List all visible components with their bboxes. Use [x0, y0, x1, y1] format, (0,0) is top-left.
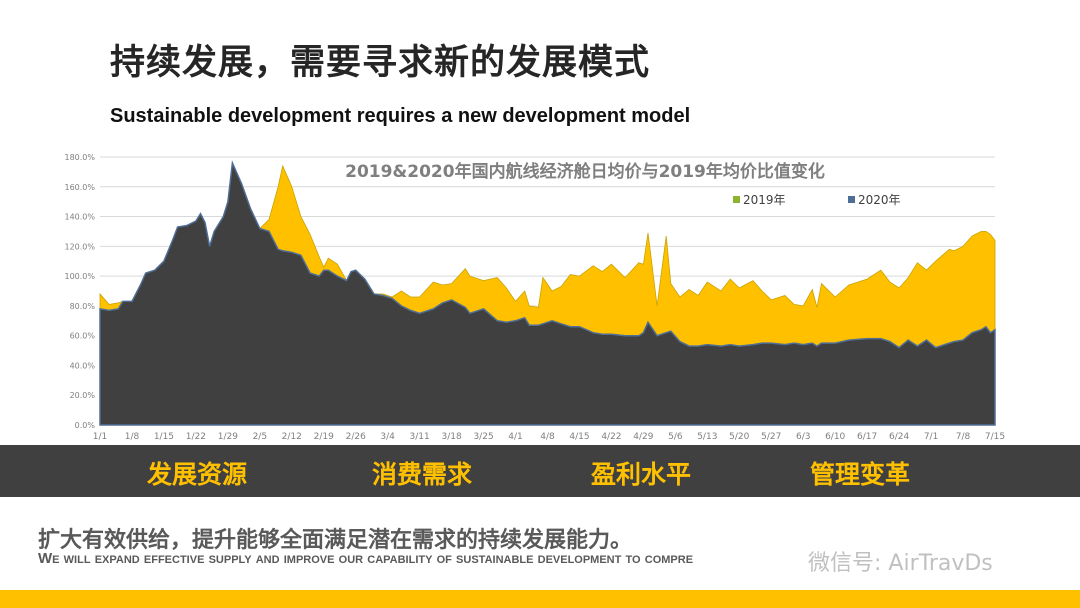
- y-tick-label: 40.0%: [70, 361, 96, 370]
- legend-label-2020: 2020年: [858, 193, 901, 207]
- x-tick-label: 6/24: [889, 432, 909, 442]
- slide-title: 持续发展，需要寻求新的发展模式: [110, 43, 651, 83]
- y-tick-label: 160.0%: [64, 183, 95, 192]
- bottom-accent-bar: [0, 590, 1080, 608]
- area-chart: 0.0% 20.0% 40.0% 60.0% 80.0% 100.0% 120.0% 140.…: [64, 153, 1005, 442]
- chart-title: 2019&2020年国内航线经济舱日均价与2019年均价比值变化: [345, 161, 825, 182]
- x-tick-label: 1/22: [186, 432, 206, 442]
- x-tick-label: 7/15: [985, 432, 1005, 442]
- x-tick-label: 5/13: [697, 432, 717, 442]
- x-tick-label: 4/1: [508, 432, 522, 442]
- y-tick-label: 120.0%: [64, 242, 95, 251]
- watermark: 微信号: AirTravDs: [808, 551, 993, 576]
- x-tick-label: 6/17: [857, 432, 877, 442]
- x-tick-label: 4/22: [601, 432, 621, 442]
- y-tick-label: 20.0%: [70, 391, 96, 400]
- y-tick-label: 60.0%: [70, 332, 96, 341]
- slide-subtitle: Sustainable development requires a new d…: [110, 105, 691, 127]
- x-tick-label: 2/19: [314, 432, 334, 442]
- x-tick-label: 1/29: [218, 432, 238, 442]
- x-tick-label: 3/11: [410, 432, 430, 442]
- y-tick-label: 180.0%: [64, 153, 95, 162]
- x-tick-label: 2/5: [253, 432, 267, 442]
- x-tick-label: 3/4: [380, 432, 395, 442]
- y-tick-label: 80.0%: [70, 302, 96, 311]
- x-tick-label: 6/10: [825, 432, 845, 442]
- x-tick-label: 4/29: [633, 432, 653, 442]
- x-tick-label: 4/15: [569, 432, 589, 442]
- x-tick-label: 1/1: [93, 432, 107, 442]
- x-tick-label: 1/15: [154, 432, 174, 442]
- footer-chinese: 扩大有效供给，提升能够全面满足潜在需求的持续发展能力。: [38, 528, 633, 553]
- pillar-demand: 消费需求: [372, 460, 473, 489]
- legend-label-2019: 2019年: [743, 193, 786, 207]
- x-tick-label: 7/8: [956, 432, 971, 442]
- x-tick-label: 4/8: [540, 432, 555, 442]
- pillars-band: 发展资源 消费需求 盈利水平 管理变革: [0, 445, 1080, 497]
- pillar-profit: 盈利水平: [591, 460, 692, 489]
- x-tick-label: 1/8: [125, 432, 140, 442]
- footer-english: We will expand effective supply and impr…: [38, 550, 694, 567]
- legend-swatch-2019: [733, 196, 740, 203]
- x-tick-label: 6/3: [796, 432, 810, 442]
- x-tick-label: 3/18: [441, 432, 461, 442]
- pillar-resources: 发展资源: [147, 460, 248, 489]
- x-tick-label: 5/27: [761, 432, 781, 442]
- x-tick-label: 3/25: [473, 432, 493, 442]
- x-tick-label: 2/12: [282, 432, 302, 442]
- x-tick-label: 5/20: [729, 432, 749, 442]
- y-tick-label: 100.0%: [64, 272, 95, 281]
- x-tick-label: 7/1: [924, 432, 938, 442]
- x-tick-label: 5/6: [668, 432, 683, 442]
- legend-swatch-2020: [848, 196, 855, 203]
- x-tick-label: 2/26: [346, 432, 366, 442]
- y-tick-label: 140.0%: [64, 213, 95, 222]
- y-tick-label: 0.0%: [75, 421, 96, 430]
- pillar-management: 管理变革: [810, 460, 911, 489]
- area-series-2020年: [99, 160, 996, 426]
